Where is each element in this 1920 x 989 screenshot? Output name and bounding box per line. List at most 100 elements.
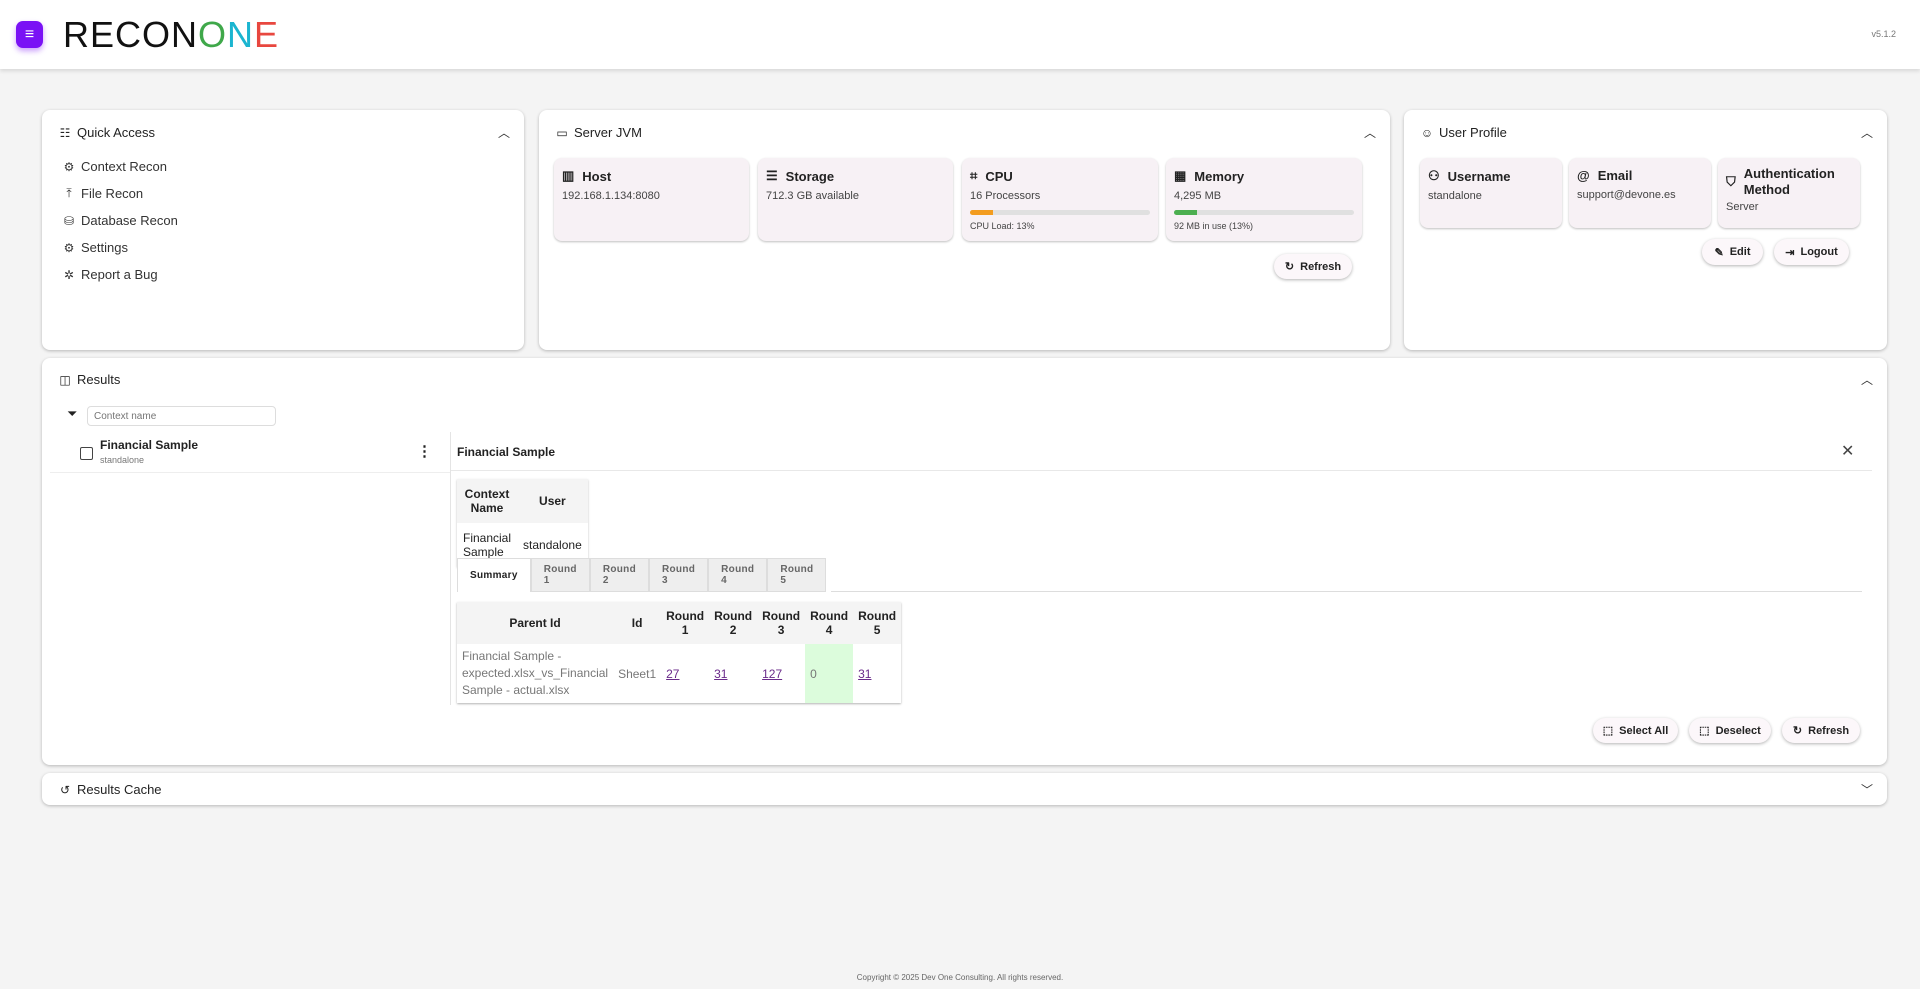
quick-access-database-recon[interactable]: ⛁ Database Recon <box>62 213 178 228</box>
card-title: Results Cache <box>77 782 162 797</box>
column-header: Round 4 <box>805 602 854 644</box>
tab-round-3[interactable]: Round 3 <box>649 558 709 592</box>
round-tabs: Summary Round 1 Round 2 Round 3 Round 4 … <box>457 558 827 592</box>
context-name-filter-input[interactable] <box>87 406 276 426</box>
logo-text: N <box>227 14 255 55</box>
edit-button[interactable]: ✎ Edit <box>1702 239 1763 265</box>
footer-copyright: Copyright © 2025 Dev One Consulting. All… <box>856 973 1064 982</box>
filter-icon: ⏷ <box>67 406 78 421</box>
cpu-load-label: CPU Load: 13% <box>970 221 1035 231</box>
chevron-up-icon[interactable]: ︿ <box>497 126 510 140</box>
round-2-link[interactable]: 31 <box>714 666 728 681</box>
list-item-user: standalone <box>100 455 145 465</box>
server-refresh-button[interactable]: ↻ Refresh <box>1274 254 1352 279</box>
column-header: Context Name <box>457 479 518 523</box>
divider <box>451 470 1872 471</box>
menu-button[interactable]: ≡ <box>16 21 43 48</box>
server-icon: ▥ <box>562 168 575 183</box>
tab-summary[interactable]: Summary <box>457 558 531 592</box>
tab-round-4[interactable]: Round 4 <box>708 558 768 592</box>
auth-tile: ⛉ Authentication Method Server <box>1718 158 1860 228</box>
results-card: ◫ Results ︿ ⏷ Financial Sample standalone… <box>42 358 1887 765</box>
deselect-button[interactable]: ⬚ Deselect <box>1689 718 1771 743</box>
card-title: Server JVM <box>574 125 642 140</box>
select-all-button[interactable]: ⬚ Select All <box>1593 718 1678 743</box>
tile-title: Storage <box>785 168 835 184</box>
quick-access-report-bug[interactable]: ✲ Report a Bug <box>62 267 158 282</box>
list-item-checkbox[interactable] <box>80 447 93 460</box>
logo: RECONONE <box>63 14 279 56</box>
context-table: Context Name User Financial Sample standal… <box>457 479 588 567</box>
quick-access-settings[interactable]: ⚙ Settings <box>62 240 128 255</box>
chevron-up-icon[interactable]: ︿ <box>1363 126 1376 140</box>
round-5-link[interactable]: 31 <box>858 666 872 681</box>
logout-icon: ⇥ <box>1785 246 1795 259</box>
column-header: Round 1 <box>661 602 710 644</box>
more-vertical-icon[interactable]: ⋮ <box>417 443 432 460</box>
logo-text: RECON <box>63 14 199 55</box>
select-all-icon: ⬚ <box>1602 725 1614 737</box>
app-header: ≡ RECONONE v5.1.2 <box>0 0 1920 69</box>
memory-value: 4,295 MB <box>1174 190 1222 202</box>
button-label: Logout <box>1800 246 1838 258</box>
memory-usage-bar <box>1174 210 1354 215</box>
history-icon: ↺ <box>59 782 71 797</box>
quick-access-header[interactable]: ☷ Quick Access <box>58 125 155 140</box>
parent-id-cell: Financial Sample - expected.xlsx_vs_Fina… <box>462 649 609 697</box>
auth-value: Server <box>1726 201 1759 213</box>
logout-button[interactable]: ⇥ Logout <box>1774 239 1849 265</box>
cpu-load-bar <box>970 210 1150 215</box>
button-label: Select All <box>1619 724 1669 737</box>
column-header: User <box>517 479 588 523</box>
username-tile: ⚇ Username standalone <box>1420 158 1562 228</box>
chevron-down-icon[interactable]: ﹀ <box>1860 783 1873 797</box>
column-header: Round 2 <box>709 602 758 644</box>
tab-round-2[interactable]: Round 2 <box>589 558 649 592</box>
list-item[interactable]: Financial Sample standalone ⋮ <box>50 433 450 473</box>
quick-access-context-recon[interactable]: ⚙ Context Recon <box>62 159 167 174</box>
close-icon[interactable]: ✕ <box>1841 443 1855 460</box>
round-3-link[interactable]: 127 <box>762 666 783 681</box>
chevron-up-icon[interactable]: ︿ <box>1860 373 1873 387</box>
list-item-title: Financial Sample <box>100 438 199 452</box>
card-title: User Profile <box>1439 125 1507 140</box>
detail-title: Financial Sample <box>457 445 556 459</box>
tab-round-1[interactable]: Round 1 <box>530 558 590 592</box>
user-profile-card: ☺ User Profile ︿ ⚇ Username standalone @ Ema… <box>1404 110 1887 350</box>
email-tile: @ Email support@devone.es <box>1569 158 1711 228</box>
at-icon: @ <box>1577 168 1590 183</box>
id-cell: Sheet1 <box>618 666 657 681</box>
results-cache-header[interactable]: ↺ Results Cache <box>58 782 162 797</box>
button-label: Refresh <box>1808 724 1850 737</box>
item-label: Database Recon <box>81 213 178 228</box>
results-refresh-button[interactable]: ↻ Refresh <box>1782 718 1860 743</box>
tile-title: CPU <box>985 168 1013 184</box>
logo-text: O <box>198 14 228 55</box>
user-profile-header[interactable]: ☺ User Profile <box>1420 125 1507 140</box>
storage-value: 712.3 GB available <box>766 190 859 202</box>
table-row: Financial Sample - expected.xlsx_vs_Fina… <box>457 644 901 703</box>
person-icon: ⚇ <box>1428 168 1440 183</box>
cpu-tile: ⌗ CPU 16 Processors CPU Load: 13% <box>962 158 1158 241</box>
pencil-icon: ✎ <box>1714 246 1724 259</box>
quick-access-file-recon[interactable]: ⤒ File Recon <box>62 186 143 201</box>
round-1-link[interactable]: 27 <box>666 666 680 681</box>
cpu-icon: ⌗ <box>970 168 978 183</box>
tab-round-5[interactable]: Round 5 <box>767 558 827 592</box>
panel-icon: ◫ <box>59 372 71 387</box>
refresh-icon: ↻ <box>1284 261 1295 273</box>
context-gear-icon: ⚙ <box>63 159 75 174</box>
logo-text: E <box>254 14 280 55</box>
table-cell: Financial Sample <box>463 531 512 559</box>
results-header[interactable]: ◫ Results <box>58 372 120 387</box>
storage-icon: ☰ <box>766 168 778 183</box>
results-cache-card[interactable]: ↺ Results Cache ﹀ <box>42 773 1887 805</box>
memory-icon: ▦ <box>1174 168 1187 183</box>
table-row: Financial Sample standalone <box>457 523 588 567</box>
memory-usage-label: 92 MB in use (13%) <box>1174 221 1254 231</box>
tile-title: Host <box>582 168 612 184</box>
chevron-up-icon[interactable]: ︿ <box>1860 126 1873 140</box>
server-jvm-header[interactable]: ▭ Server JVM <box>555 125 642 140</box>
host-tile: ▥ Host 192.168.1.134:8080 <box>554 158 749 241</box>
button-label: Refresh <box>1300 260 1342 273</box>
